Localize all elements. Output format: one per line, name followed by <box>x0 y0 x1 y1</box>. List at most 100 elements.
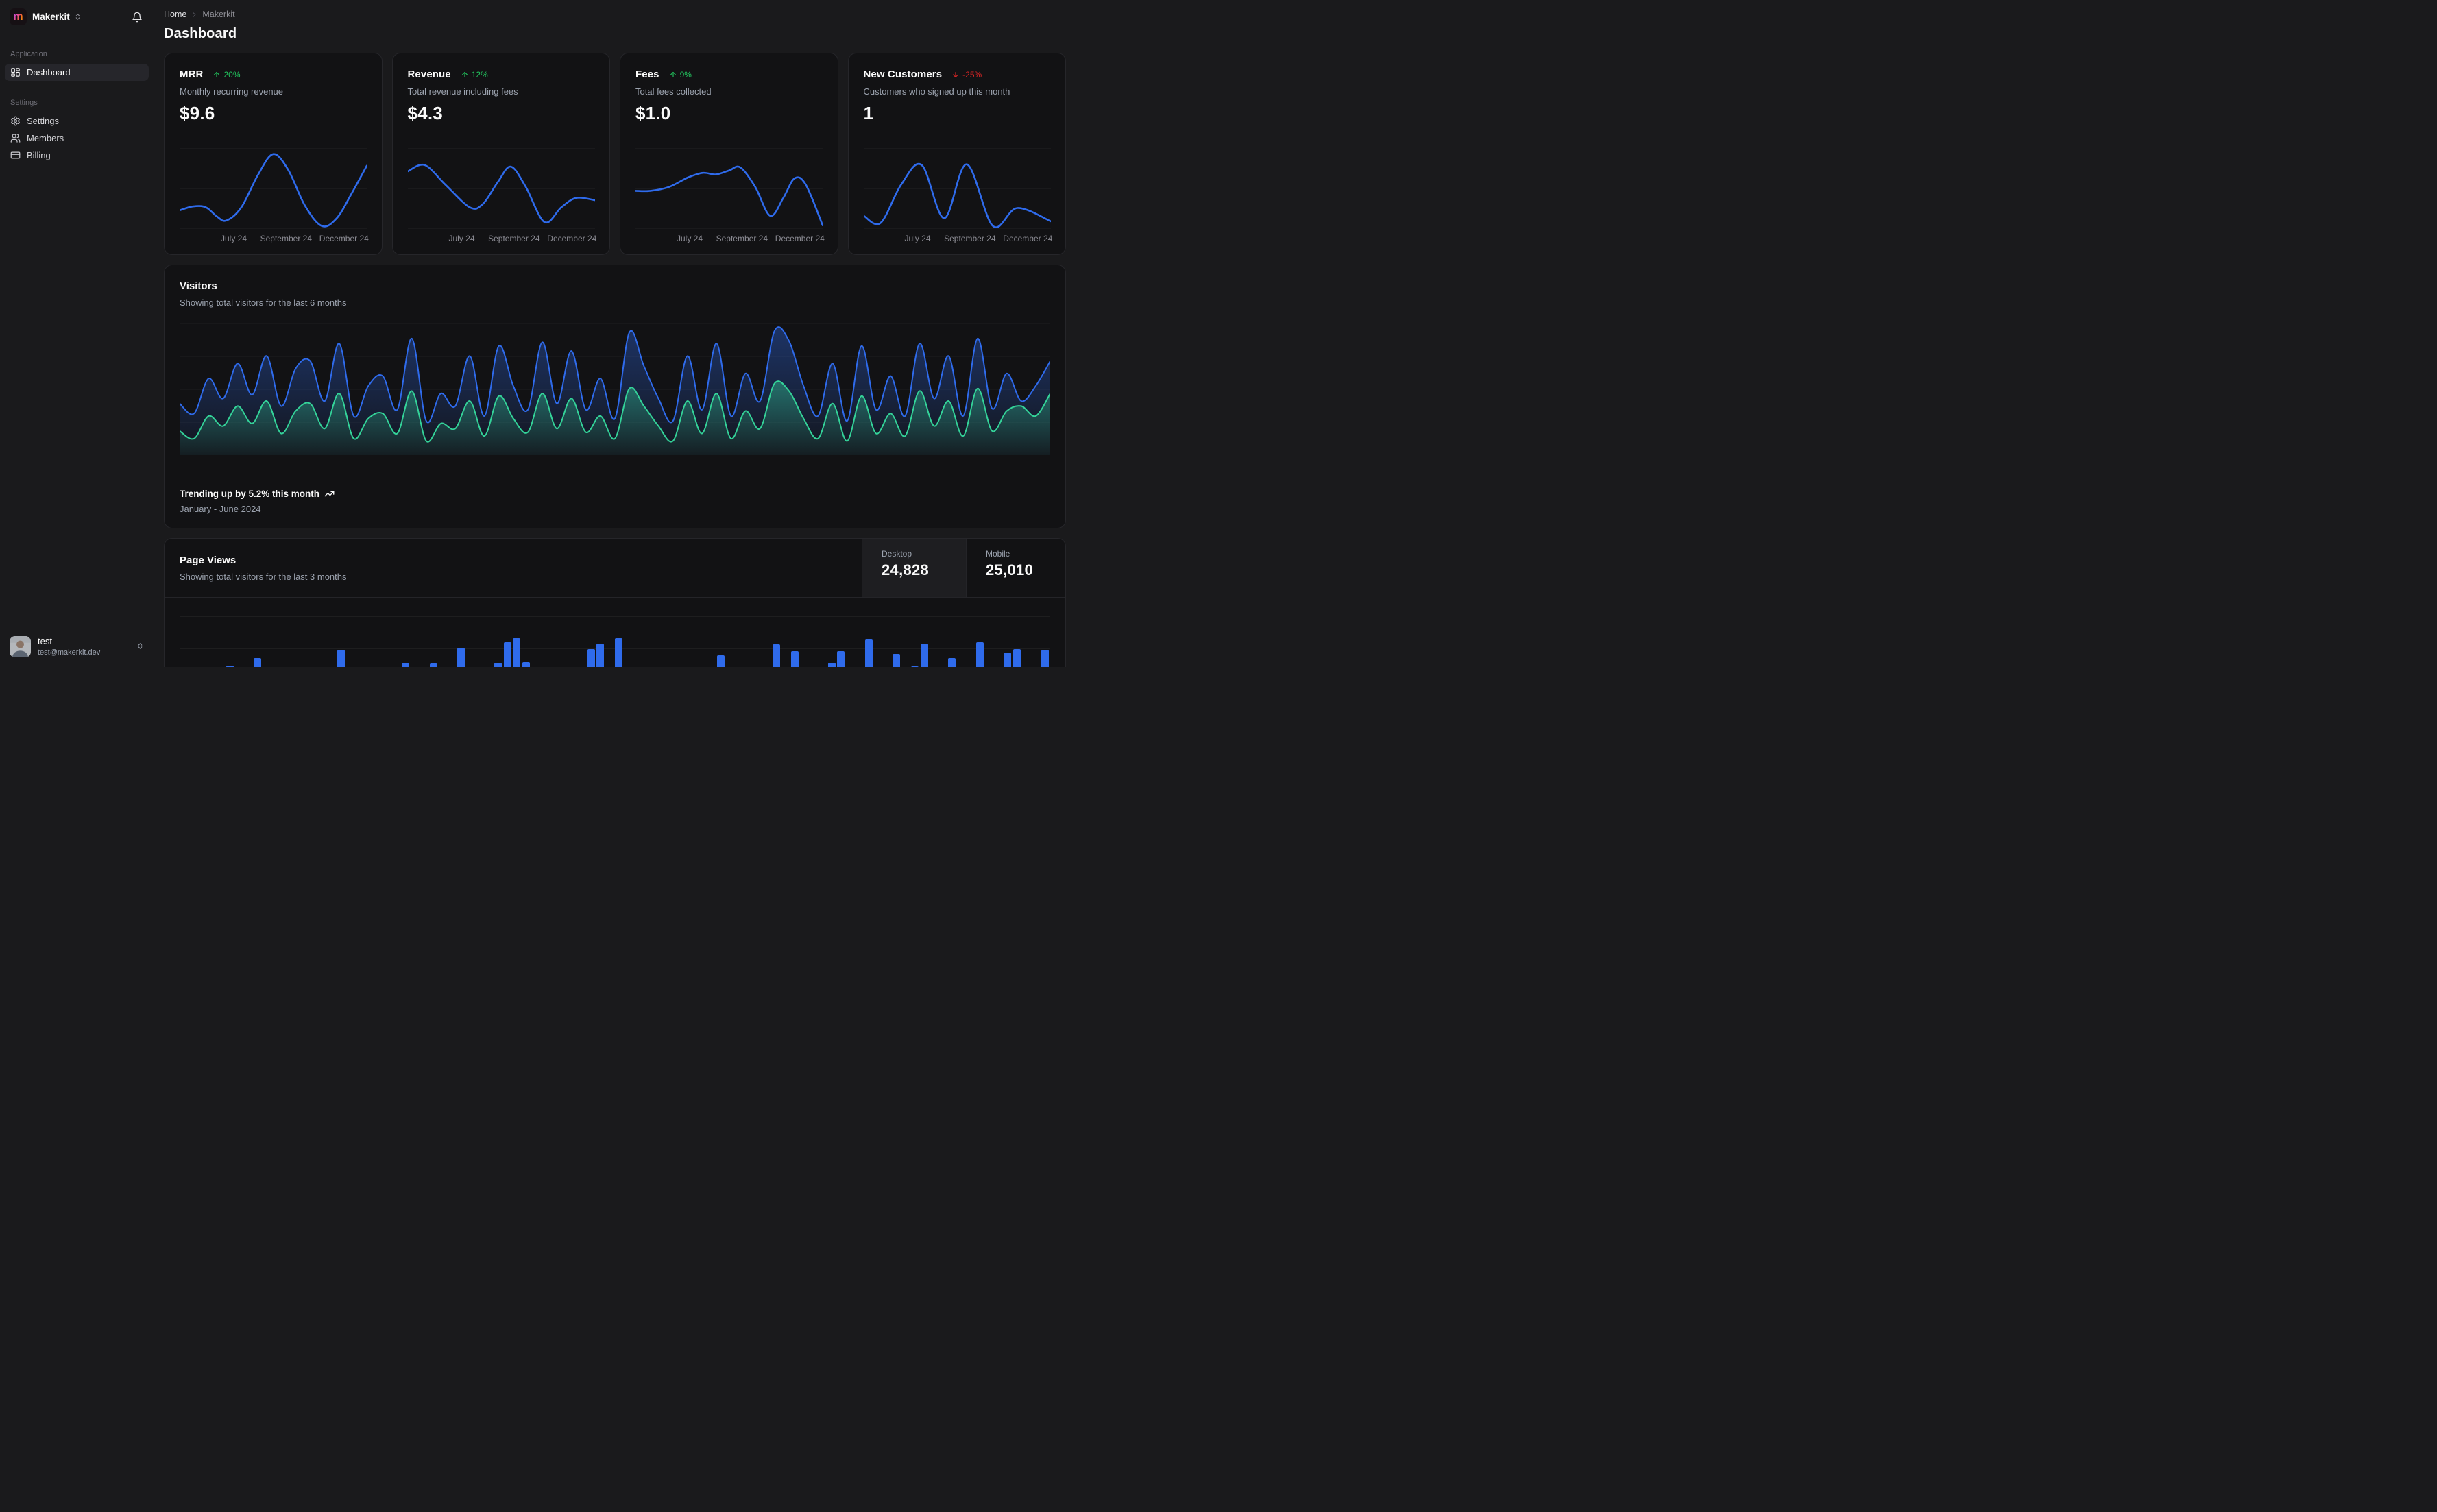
visitors-title: Visitors <box>180 280 217 292</box>
bar <box>1004 653 1012 667</box>
bar <box>513 638 521 667</box>
stat-card-header: MRR 20% <box>180 69 367 80</box>
desktop-stat-toggle[interactable]: Desktop 24,828 <box>862 539 966 597</box>
sidebar-nav: Application Dashboard Settings Settings Memb… <box>0 32 154 628</box>
dashboard-icon <box>10 67 21 77</box>
stat-change-up: 9% <box>669 70 692 80</box>
page-title: Dashboard <box>164 26 237 41</box>
stat-title: New Customers <box>863 69 943 80</box>
bar <box>893 654 901 667</box>
x-tick-label: July 24 <box>677 234 703 243</box>
workspace-selector[interactable]: Makerkit <box>32 12 82 22</box>
visitors-date-range: January - June 2024 <box>180 504 261 514</box>
bar <box>790 651 799 667</box>
sidebar-item-settings[interactable]: Settings <box>5 112 149 130</box>
notifications-button[interactable] <box>130 10 144 24</box>
x-tick-label: December 24 <box>547 234 597 243</box>
sidebar-item-members[interactable]: Members <box>5 130 149 147</box>
bar <box>716 655 725 667</box>
stat-subtitle: Total revenue including fees <box>407 86 518 97</box>
sidebar-item-label: Members <box>27 133 64 143</box>
stat-card: New Customers -25% Customers who signed … <box>847 53 1066 255</box>
sparkline-svg <box>863 148 1051 229</box>
sidebar-item-dashboard[interactable]: Dashboard <box>5 64 149 81</box>
stat-sparkline-chart <box>180 147 367 230</box>
gridline <box>180 616 1050 617</box>
x-tick-label: July 24 <box>904 234 931 243</box>
page-views-subtitle: Showing total visitors for the last 3 mo… <box>180 572 347 582</box>
nav-section-label: Application <box>10 50 47 58</box>
stat-subtitle: Customers who signed up this month <box>863 86 1010 97</box>
breadcrumb-home-link[interactable]: Home <box>164 10 187 19</box>
stat-subtitle: Total fees collected <box>635 86 712 97</box>
stat-card: MRR 20% Monthly recurring revenue $9.6 J… <box>164 53 383 255</box>
x-tick-label: September 24 <box>488 234 540 243</box>
stat-value: $1.0 <box>635 103 671 123</box>
sidebar: m Makerkit Application Dashboard Settings S… <box>0 0 154 667</box>
bar <box>615 638 622 667</box>
x-tick-label: September 24 <box>944 234 996 243</box>
bar <box>975 642 984 667</box>
stat-change-down: -25% <box>951 70 982 80</box>
stat-cards-row: MRR 20% Monthly recurring revenue $9.6 J… <box>164 53 1066 255</box>
bar <box>337 650 345 667</box>
nav-section-label: Settings <box>10 99 38 107</box>
stat-card-header: New Customers -25% <box>864 69 1051 80</box>
stat-card-header: Revenue 12% <box>408 69 595 80</box>
bar <box>587 649 595 667</box>
bar <box>911 666 919 667</box>
visitors-card: Visitors Showing total visitors for the … <box>164 265 1066 528</box>
bar <box>948 658 956 667</box>
sidebar-item-billing[interactable]: Billing <box>5 147 149 164</box>
stat-axis-labels: July 24 September 24 December 24 <box>635 232 825 247</box>
bell-icon <box>132 12 142 22</box>
gear-icon <box>10 116 21 126</box>
user-menu[interactable]: test test@makerkit.dev <box>0 628 154 667</box>
sparkline-svg <box>635 148 823 229</box>
bar <box>1013 649 1021 667</box>
sparkline-svg <box>407 148 595 229</box>
sidebar-item-label: Dashboard <box>27 67 71 77</box>
stat-card-header: Fees 9% <box>635 69 823 80</box>
stat-axis-labels: July 24 September 24 December 24 <box>864 232 1053 247</box>
bar <box>522 662 530 667</box>
bar <box>254 658 262 667</box>
visitors-area-chart <box>180 321 1050 455</box>
stat-sparkline-chart <box>635 147 823 230</box>
x-tick-label: July 24 <box>221 234 247 243</box>
mobile-stat-toggle[interactable]: Mobile 25,010 <box>966 539 1065 597</box>
x-tick-label: September 24 <box>260 234 313 243</box>
bar <box>772 644 780 667</box>
visitors-subtitle: Showing total visitors for the last 6 mo… <box>180 297 347 308</box>
bar <box>429 663 437 667</box>
stat-change-up: 20% <box>213 70 241 80</box>
workspace-logo: m <box>10 8 27 25</box>
sidebar-item-label: Billing <box>27 150 51 160</box>
bar <box>402 663 410 667</box>
stat-value: $4.3 <box>407 103 443 123</box>
user-info: test test@makerkit.dev <box>38 636 101 657</box>
visitors-trend-text: Trending up by 5.2% this month <box>180 489 320 499</box>
stat-change-up: 12% <box>461 70 488 80</box>
page-views-info: Page Views Showing total visitors for th… <box>165 539 862 597</box>
x-tick-label: December 24 <box>1003 234 1053 243</box>
breadcrumb-current: Makerkit <box>202 10 235 19</box>
page-views-card: Page Views Showing total visitors for th… <box>164 538 1066 667</box>
users-icon <box>10 133 21 143</box>
stat-title: Fees <box>635 69 659 80</box>
trending-up-icon <box>324 491 335 497</box>
stat-axis-labels: July 24 September 24 December 24 <box>180 232 369 247</box>
sidebar-item-label: Settings <box>27 116 59 126</box>
app-root: m Makerkit Application Dashboard Settings S… <box>0 0 1075 667</box>
page-views-bar-chart <box>180 614 1050 667</box>
desktop-value: 24,828 <box>882 561 930 578</box>
avatar <box>10 636 31 657</box>
bar <box>827 663 836 667</box>
user-email: test@makerkit.dev <box>38 648 101 657</box>
stat-title: MRR <box>180 69 204 80</box>
bar <box>864 639 873 667</box>
breadcrumb: Home Makerkit <box>164 10 1066 19</box>
x-tick-label: December 24 <box>775 234 825 243</box>
bar <box>596 644 604 667</box>
bar <box>457 648 465 667</box>
